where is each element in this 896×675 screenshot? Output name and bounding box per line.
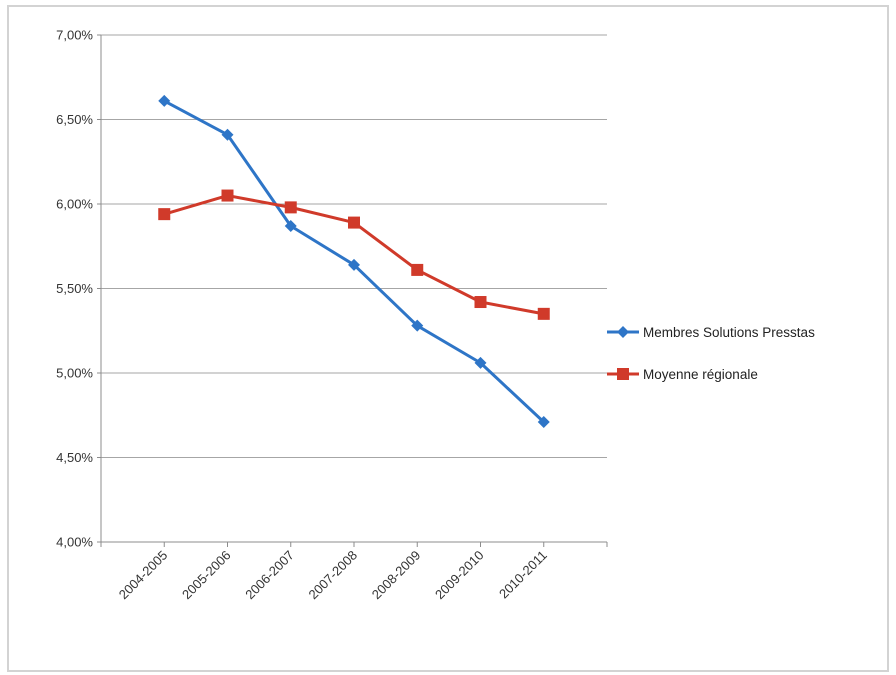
legend-marker [617, 326, 629, 338]
data-point [284, 201, 297, 214]
x-tick-label: 2005-2006 [179, 548, 234, 603]
x-tick-label: 2007-2008 [306, 548, 361, 603]
data-point [537, 416, 550, 429]
data-point [411, 263, 424, 276]
x-tick-label: 2009-2010 [432, 548, 487, 603]
x-tick-label: 2008-2009 [369, 548, 424, 603]
data-point [411, 319, 424, 332]
series-lines [158, 94, 550, 429]
gridlines [101, 34, 607, 458]
y-tick-label: 7,00% [56, 28, 93, 43]
data-point [474, 296, 487, 309]
legend-label: Membres Solutions Presstas [643, 325, 815, 340]
y-tick-labels: 4,00% 4,50% 5,00% 5,50% 6,00% 6,50% 7,00% [56, 28, 93, 550]
axes [97, 34, 608, 547]
data-point [348, 258, 360, 271]
x-tick-label: 2010-2011 [496, 548, 550, 602]
legend-marker [617, 368, 629, 380]
data-point [158, 208, 171, 221]
data-point [284, 219, 297, 232]
chart-frame: 4,00% 4,50% 5,00% 5,50% 6,00% 6,50% 7,00% 2004… [7, 5, 889, 672]
series-line-2 [163, 194, 545, 316]
data-point [474, 356, 487, 369]
y-tick-label: 4,00% [56, 535, 93, 550]
data-point [221, 128, 234, 141]
x-tick-label: 2006-2007 [242, 548, 297, 603]
y-tick-label: 6,00% [56, 197, 93, 212]
y-tick-label: 4,50% [56, 450, 93, 465]
line-chart: 4,00% 4,50% 5,00% 5,50% 6,00% 6,50% 7,00% 2004… [56, 28, 815, 603]
data-point [221, 189, 234, 202]
legend-label: Moyenne régionale [643, 367, 758, 382]
y-tick-label: 5,00% [56, 366, 93, 381]
data-point [537, 307, 550, 320]
x-tick-label: 2004-2005 [116, 548, 171, 603]
y-tick-label: 5,50% [56, 281, 93, 296]
x-tick-labels: 2004-2005 2005-2006 2006-2007 2007-2008 2008… [116, 548, 550, 603]
data-point [348, 216, 360, 229]
y-tick-label: 6,50% [56, 112, 93, 127]
data-point [158, 94, 171, 107]
legend: Membres Solutions Presstas Moyenne région… [607, 325, 815, 382]
